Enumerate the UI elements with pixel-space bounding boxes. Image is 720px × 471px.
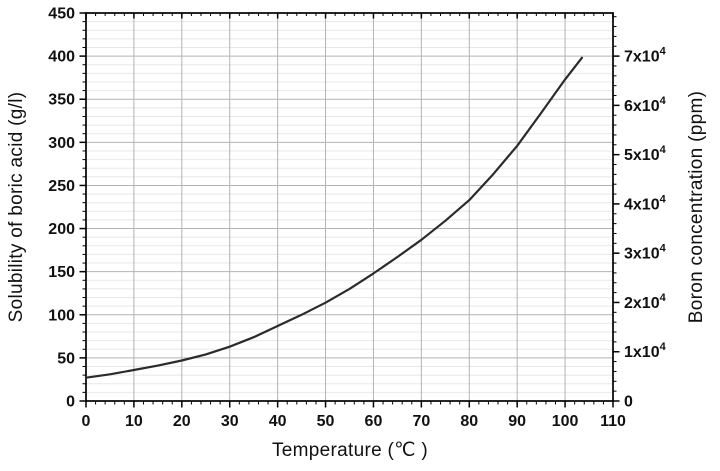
y-right-tick-label: 2x104 — [624, 292, 667, 312]
y-right-tick-label: 1x104 — [624, 341, 667, 361]
y-right-tick-label: 3x104 — [624, 243, 667, 263]
y-right-tick-label: 4x104 — [624, 193, 667, 213]
x-tick-label: 100 — [552, 413, 579, 430]
major-gridlines — [86, 13, 613, 401]
minor-gridlines — [86, 21, 613, 393]
boric-acid-solubility-curve — [84, 56, 583, 379]
x-tick-label: 30 — [221, 413, 239, 430]
y-left-tick-label: 450 — [48, 6, 75, 23]
y-left-tick-label: 0 — [66, 394, 75, 411]
solubility-curve — [84, 56, 583, 379]
y-left-tick-label: 250 — [48, 178, 75, 195]
x-tick-label: 10 — [125, 413, 143, 430]
y-right-axis-title: Boron concentration (ppm) — [686, 91, 707, 323]
y-left-tick-label: 350 — [48, 92, 75, 109]
x-tick-label: 80 — [460, 413, 478, 430]
tick-labels: 0 10 20 30 40 50 60 70 80 90 100 110 0 50 100 150 200 250… — [48, 6, 666, 431]
x-tick-label: 60 — [365, 413, 383, 430]
y-left-tick-label: 100 — [48, 307, 75, 324]
x-axis-title: Temperature (℃ ) — [272, 440, 428, 461]
x-tick-label: 50 — [317, 413, 335, 430]
y-right-tick-label: 0 — [624, 394, 633, 411]
y-left-tick-label: 150 — [48, 264, 75, 281]
x-tick-label: 90 — [508, 413, 526, 430]
y-right-tick-label: 6x104 — [624, 95, 667, 115]
y-left-tick-label: 300 — [48, 135, 75, 152]
x-tick-label: 20 — [173, 413, 191, 430]
axis-ticks — [79, 12, 620, 408]
x-tick-label: 110 — [600, 413, 626, 430]
axis-frame — [85, 12, 614, 402]
x-tick-label: 70 — [412, 413, 430, 430]
y-left-axis-title: Solubility of boric acid (g/l) — [6, 92, 27, 323]
y-right-tick-label: 5x104 — [624, 144, 667, 164]
plot-frame — [85, 12, 614, 402]
x-tick-label: 0 — [82, 413, 91, 430]
y-left-tick-label: 400 — [48, 49, 75, 66]
y-left-tick-label: 50 — [57, 350, 75, 367]
x-tick-label: 40 — [269, 413, 287, 430]
y-left-tick-label: 200 — [48, 221, 75, 238]
y-right-tick-label: 7x104 — [624, 46, 667, 66]
